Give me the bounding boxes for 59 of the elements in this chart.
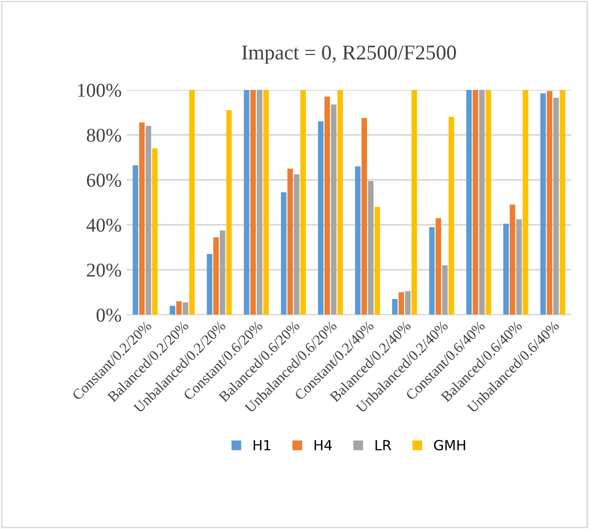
- legend-label: H4: [314, 440, 332, 450]
- bar: [466, 90, 472, 315]
- bar: [256, 90, 262, 315]
- bar: [405, 291, 411, 315]
- bar: [472, 90, 478, 315]
- y-tick-label: 0%: [96, 308, 122, 322]
- chart-title: Impact = 0, R2500/F2500: [242, 46, 456, 64]
- bar: [436, 218, 442, 315]
- bar: [152, 148, 158, 315]
- bar: [170, 306, 176, 315]
- bar: [392, 299, 398, 315]
- y-tick-label: 80%: [86, 128, 122, 142]
- bar: [189, 90, 195, 315]
- bar: [300, 90, 306, 315]
- bar: [213, 237, 219, 315]
- bar: [263, 90, 269, 315]
- legend-label: GMH: [434, 440, 466, 450]
- bar: [337, 90, 343, 315]
- bar: [448, 116, 454, 315]
- bar: [503, 224, 509, 315]
- bar: [546, 91, 552, 315]
- bar: [226, 110, 232, 315]
- bar: [429, 227, 435, 315]
- bar: [479, 90, 485, 315]
- bar: [220, 230, 226, 315]
- bar: [182, 302, 188, 315]
- bar: [362, 118, 368, 315]
- bar: [206, 254, 212, 315]
- bar: [294, 174, 300, 315]
- bar: [442, 265, 448, 315]
- bar: [398, 292, 404, 315]
- bar: [324, 96, 330, 315]
- bar: [540, 93, 546, 315]
- bar: [280, 192, 286, 315]
- y-tick-label: 60%: [86, 174, 122, 187]
- y-tick-label: 100%: [78, 84, 122, 97]
- bar: [287, 168, 293, 315]
- y-tick-label: 40%: [86, 218, 122, 232]
- y-tick-label: 20%: [86, 264, 122, 277]
- bar: [374, 206, 380, 315]
- bar: [250, 90, 256, 315]
- bar: [560, 90, 566, 315]
- bar: [330, 104, 336, 315]
- legend-label: LR: [376, 440, 392, 450]
- bar: [412, 90, 418, 315]
- bar: [355, 166, 361, 315]
- bar: [522, 90, 528, 315]
- bar: [516, 219, 522, 315]
- bar: [244, 90, 250, 315]
- bar: [176, 301, 182, 315]
- bar: [318, 121, 324, 315]
- bar: [139, 122, 145, 315]
- bar: [132, 165, 138, 315]
- legend-label: H1: [254, 440, 270, 450]
- bar: [553, 98, 559, 315]
- bar: [368, 180, 374, 315]
- bar: [146, 126, 152, 315]
- bar: [486, 90, 492, 315]
- bar: [510, 204, 516, 315]
